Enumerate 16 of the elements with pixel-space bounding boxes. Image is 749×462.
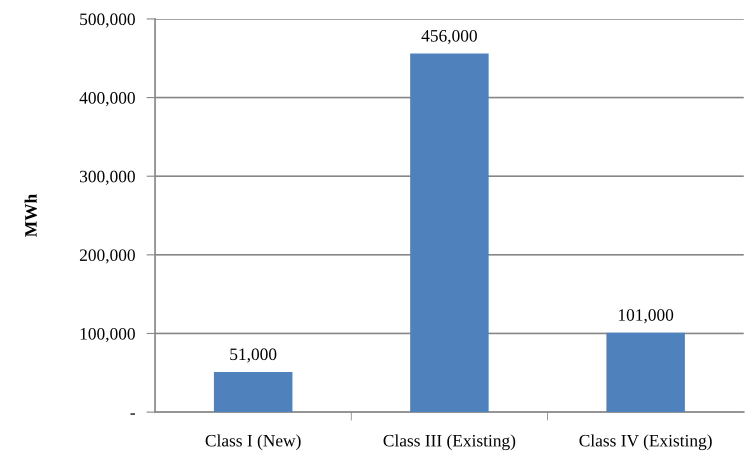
y-tick-label: 400,000 [80, 92, 135, 106]
y-tick-label: - [130, 413, 135, 415]
y-tick-label: 100,000 [80, 328, 135, 342]
bar [214, 372, 292, 412]
data-label: 101,000 [618, 309, 674, 324]
data-label: 456,000 [422, 30, 477, 44]
data-label: 51,000 [230, 348, 276, 363]
x-tick-label: Class IV (Existing) [579, 434, 712, 450]
x-tick-label: Class I (New) [206, 434, 301, 450]
y-tick-label: 300,000 [80, 170, 135, 185]
y-tick-label: 500,000 [80, 13, 135, 28]
bar [410, 54, 489, 412]
y-axis-title: MWh [24, 194, 37, 237]
y-tick-label: 200,000 [80, 249, 135, 264]
bar [606, 332, 685, 412]
x-tick-label: Class III (Existing) [384, 434, 516, 450]
